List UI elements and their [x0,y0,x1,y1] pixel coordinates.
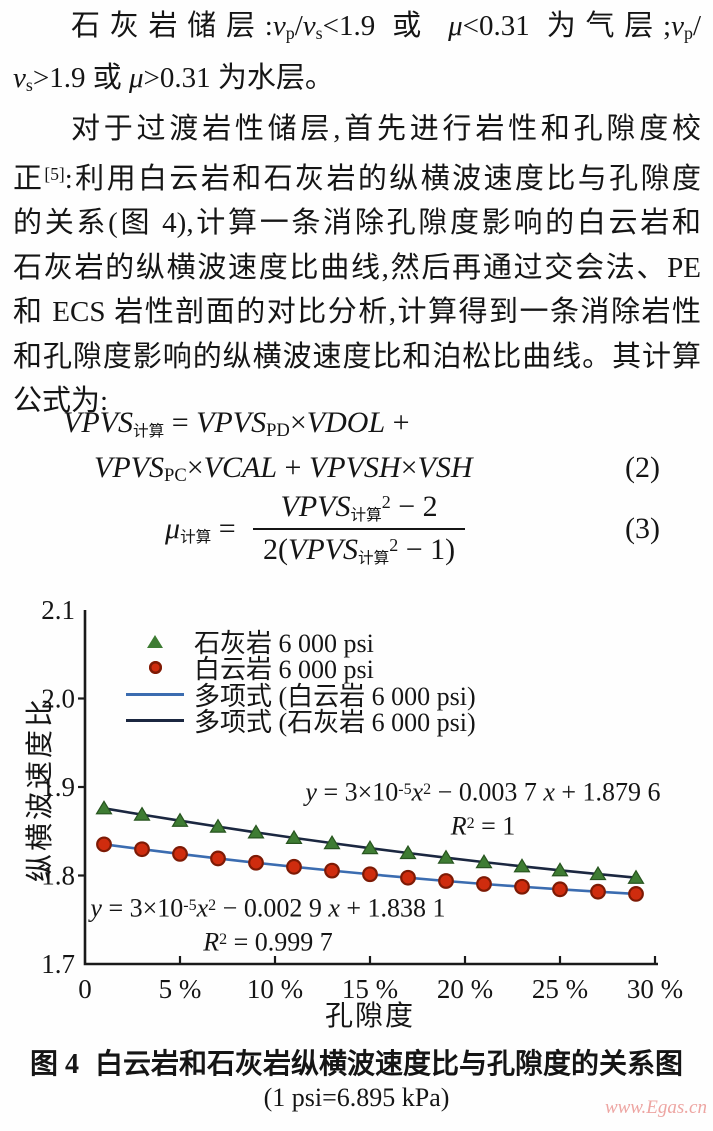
limestone-equation-annotation: y = 3×10-5x2 − 0.003 7 x + 1.879 6 R2 = … [295,774,671,841]
body-text-line: 和 ECS 岩性剖面的对比分析,计算得到一条消除岩性 [13,296,701,329]
svg-text:1.8: 1.8 [41,861,75,891]
blue-trendline-icon [126,692,184,696]
r-squared-text: R2 = 0.999 7 [203,927,333,957]
equation-text: y = 3×10-5x2 − 0.003 7 x + 1.879 6 [305,777,661,807]
svg-text:25 %: 25 % [532,974,588,1004]
body-text-line: 和孔隙度影响的纵横波速度比和泊松比曲线。其计算 [13,340,701,373]
chart-axes [78,610,658,966]
r-squared-text: R2 = 1 [450,811,516,841]
svg-text:30 %: 30 % [627,974,683,1004]
legend-label: 多项式 (石灰岩 6 000 psi) [194,708,476,738]
svg-text:2.1: 2.1 [41,595,75,625]
black-trendline-icon [126,719,184,723]
body-text-line: vs>1.9 或 μ>0.31 为水层。 [13,61,334,95]
fraction-denominator: 2(VPVS计算2 − 1) [253,527,466,568]
triangle-marker-icon [147,634,163,648]
fraction-numerator: VPVS计算2 − 2 [280,490,438,524]
equation-text: y = 3×10-5x2 − 0.002 9 x + 1.838 1 [90,893,446,923]
dolomite-equation-annotation: y = 3×10-5x2 − 0.002 9 x + 1.838 1 R2 = … [76,890,460,957]
svg-text:0: 0 [78,974,92,1004]
equations-block: VPVS计算 = VPVSPD×VDOL + VPVSPC×VCAL + VPV… [13,398,701,588]
body-text-line: 石灰岩的纵横波速度比曲线,然后再通过交会法、PE [13,251,701,284]
equation-2-line-2: VPVSPC×VCAL + VPVSH×VSH [94,451,473,487]
legend-item-dolomite: 白云岩 6 000 psi [118,655,476,684]
legend-label: 白云岩 6 000 psi [194,655,374,685]
svg-text:15 %: 15 % [342,974,398,1004]
legend-item-poly-dolomite: 多项式 (白云岩 6 000 psi) [118,681,476,711]
legend-item-poly-limestone: 多项式 (石灰岩 6 000 psi) [118,708,476,737]
figure-title: 白云岩和石灰岩纵横波速度比与孔隙度的关系图 [95,1049,684,1080]
watermark: www.Egas.cn [604,1097,707,1118]
equation-3-number: (3) [625,512,660,545]
figure-caption: 图 4 白云岩和石灰岩纵横波速度比与孔隙度的关系图 [0,1042,713,1082]
svg-text:1.9: 1.9 [41,772,75,802]
equation-3-lhs: μ计算 = [165,512,236,546]
legend-label: 石灰岩 6 000 psi [194,628,374,658]
equation-2-line-1: VPVS计算 = VPVSPD×VDOL + [63,406,410,442]
svg-text:10 %: 10 % [247,974,303,1004]
body-text-line: 石灰岩储层:vp/vs<1.9 或 μ<0.31 为气层;vp/ [71,10,702,43]
body-text: 石灰岩储层:vp/vs<1.9 或 μ<0.31 为气层;vp/ vs>1.9 … [13,4,701,424]
y-axis-title: 纵横波速度比 [25,696,56,883]
body-text-line: 对于过渡岩性储层,首先进行岩性和孔隙度校 [71,113,701,146]
svg-text:2.0: 2.0 [41,684,75,714]
x-axis-title: 孔隙度 [324,1001,415,1032]
body-text-line: 的关系(图 4),计算一条消除孔隙度影响的白云岩和 [13,207,701,240]
chart-canvas: 2.1 2.0 1.9 1.8 1.70 5 % 10 % 15 % 20 % 25 % 30 % [41,595,683,1004]
figure-4-chart: 2.1 2.0 1.9 1.8 1.7 0 5 % 10 % 15 % 20 % 25 % 30 % … [0,590,713,1040]
body-text-line: 公式为: [13,385,109,418]
tick-labels: 2.1 2.0 1.9 1.8 1.70 5 % 10 % 15 % 20 % 25 % 30 % [41,595,683,1004]
svg-text:1.7: 1.7 [41,949,75,979]
figure-number: 图 4 [29,1049,79,1080]
data-markers [95,800,645,902]
equation-3-fraction: VPVS计算2 − 2 2(VPVS计算2 − 1) [253,490,466,568]
svg-text:5 %: 5 % [159,974,202,1004]
figure-unit-note: (1 psi=6.895 kPa) [263,1083,450,1112]
body-text-line: 正[5]:利用白云岩和石灰岩的纵横波速度比与孔隙度 [13,162,701,195]
chart-legend: 石灰岩 6 000 psi 白云岩 6 000 psi 多项式 (白云岩 6 0… [118,628,476,737]
legend-item-limestone: 石灰岩 6 000 psi [118,628,476,658]
equation-2-number: (2) [625,451,660,484]
legend-label: 多项式 (白云岩 6 000 psi) [194,681,476,711]
circle-marker-icon [148,661,162,675]
svg-text:20 %: 20 % [437,974,493,1004]
